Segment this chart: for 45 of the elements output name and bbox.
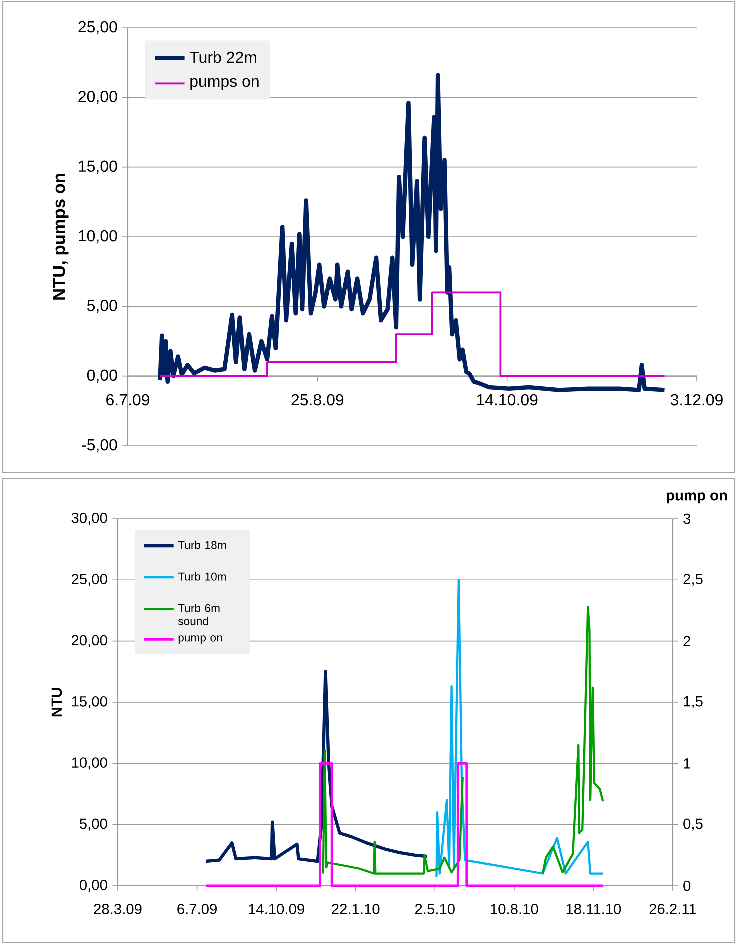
y2-tick-label: 1	[684, 758, 690, 769]
y2-tick-label: 0,5	[684, 818, 703, 831]
x-tick-label: 6.7.09	[178, 904, 217, 914]
x-tick-label: 6.7.09	[106, 394, 150, 406]
legend-label: Turb 22m	[190, 51, 256, 64]
line-series	[436, 579, 604, 878]
legend-label: Turb 6m sound	[178, 604, 220, 626]
y-tick-label: 15,00	[72, 696, 108, 709]
x-tick-label: 22.1.10	[332, 904, 380, 914]
y-axis-title: NTU	[52, 688, 62, 717]
legend-label: pumps on	[190, 78, 259, 90]
y-axis-title: NTU, pumps on	[53, 174, 69, 300]
y-tick-label: 10,00	[79, 230, 118, 244]
y-tick-label: 25,00	[78, 21, 118, 35]
y-tick-label: -5,00	[82, 439, 118, 453]
y2-tick-label: 3	[684, 514, 691, 524]
x-tick-label: 14.10.09	[249, 904, 304, 914]
y2-tick-label: 0	[684, 880, 691, 892]
legend-label: Turb 18m	[178, 540, 226, 550]
x-tick-label: 25.8.09	[292, 394, 344, 406]
y-tick-label: 25,00	[72, 574, 108, 586]
y-tick-label: 0,00	[87, 370, 118, 383]
x-tick-label: 3.12.09	[670, 394, 723, 406]
x-tick-label: 14.10.09	[477, 394, 538, 406]
x-tick-label: 2.5.10	[415, 904, 455, 914]
x-tick-label: 28.3.09	[94, 904, 142, 914]
y-tick-label: 0,00	[80, 880, 108, 892]
line-series	[158, 73, 667, 392]
legend-label: pump on	[178, 636, 222, 644]
x-tick-label: 26.2.11	[650, 904, 696, 914]
y2-axis-title: pump on	[667, 492, 728, 504]
y2-tick-label: 1,5	[684, 696, 703, 708]
y2-tick-label: 2	[684, 636, 690, 646]
y-tick-label: 20,00	[78, 91, 118, 104]
y-tick-label: 30,00	[72, 512, 108, 526]
x-tick-label: 10.8.10	[491, 904, 538, 914]
y-tick-label: 5,00	[87, 300, 118, 314]
y-tick-label: 20,00	[72, 635, 108, 648]
line-series	[204, 670, 429, 864]
legend-label: Turb 10m	[178, 572, 226, 581]
y-tick-label: 5,00	[80, 818, 108, 831]
y-tick-label: 15,00	[79, 160, 118, 174]
x-tick-label: 18.11.10	[566, 904, 622, 914]
y2-tick-label: 2,5	[684, 574, 703, 586]
y-tick-label: 10,00	[72, 758, 108, 770]
